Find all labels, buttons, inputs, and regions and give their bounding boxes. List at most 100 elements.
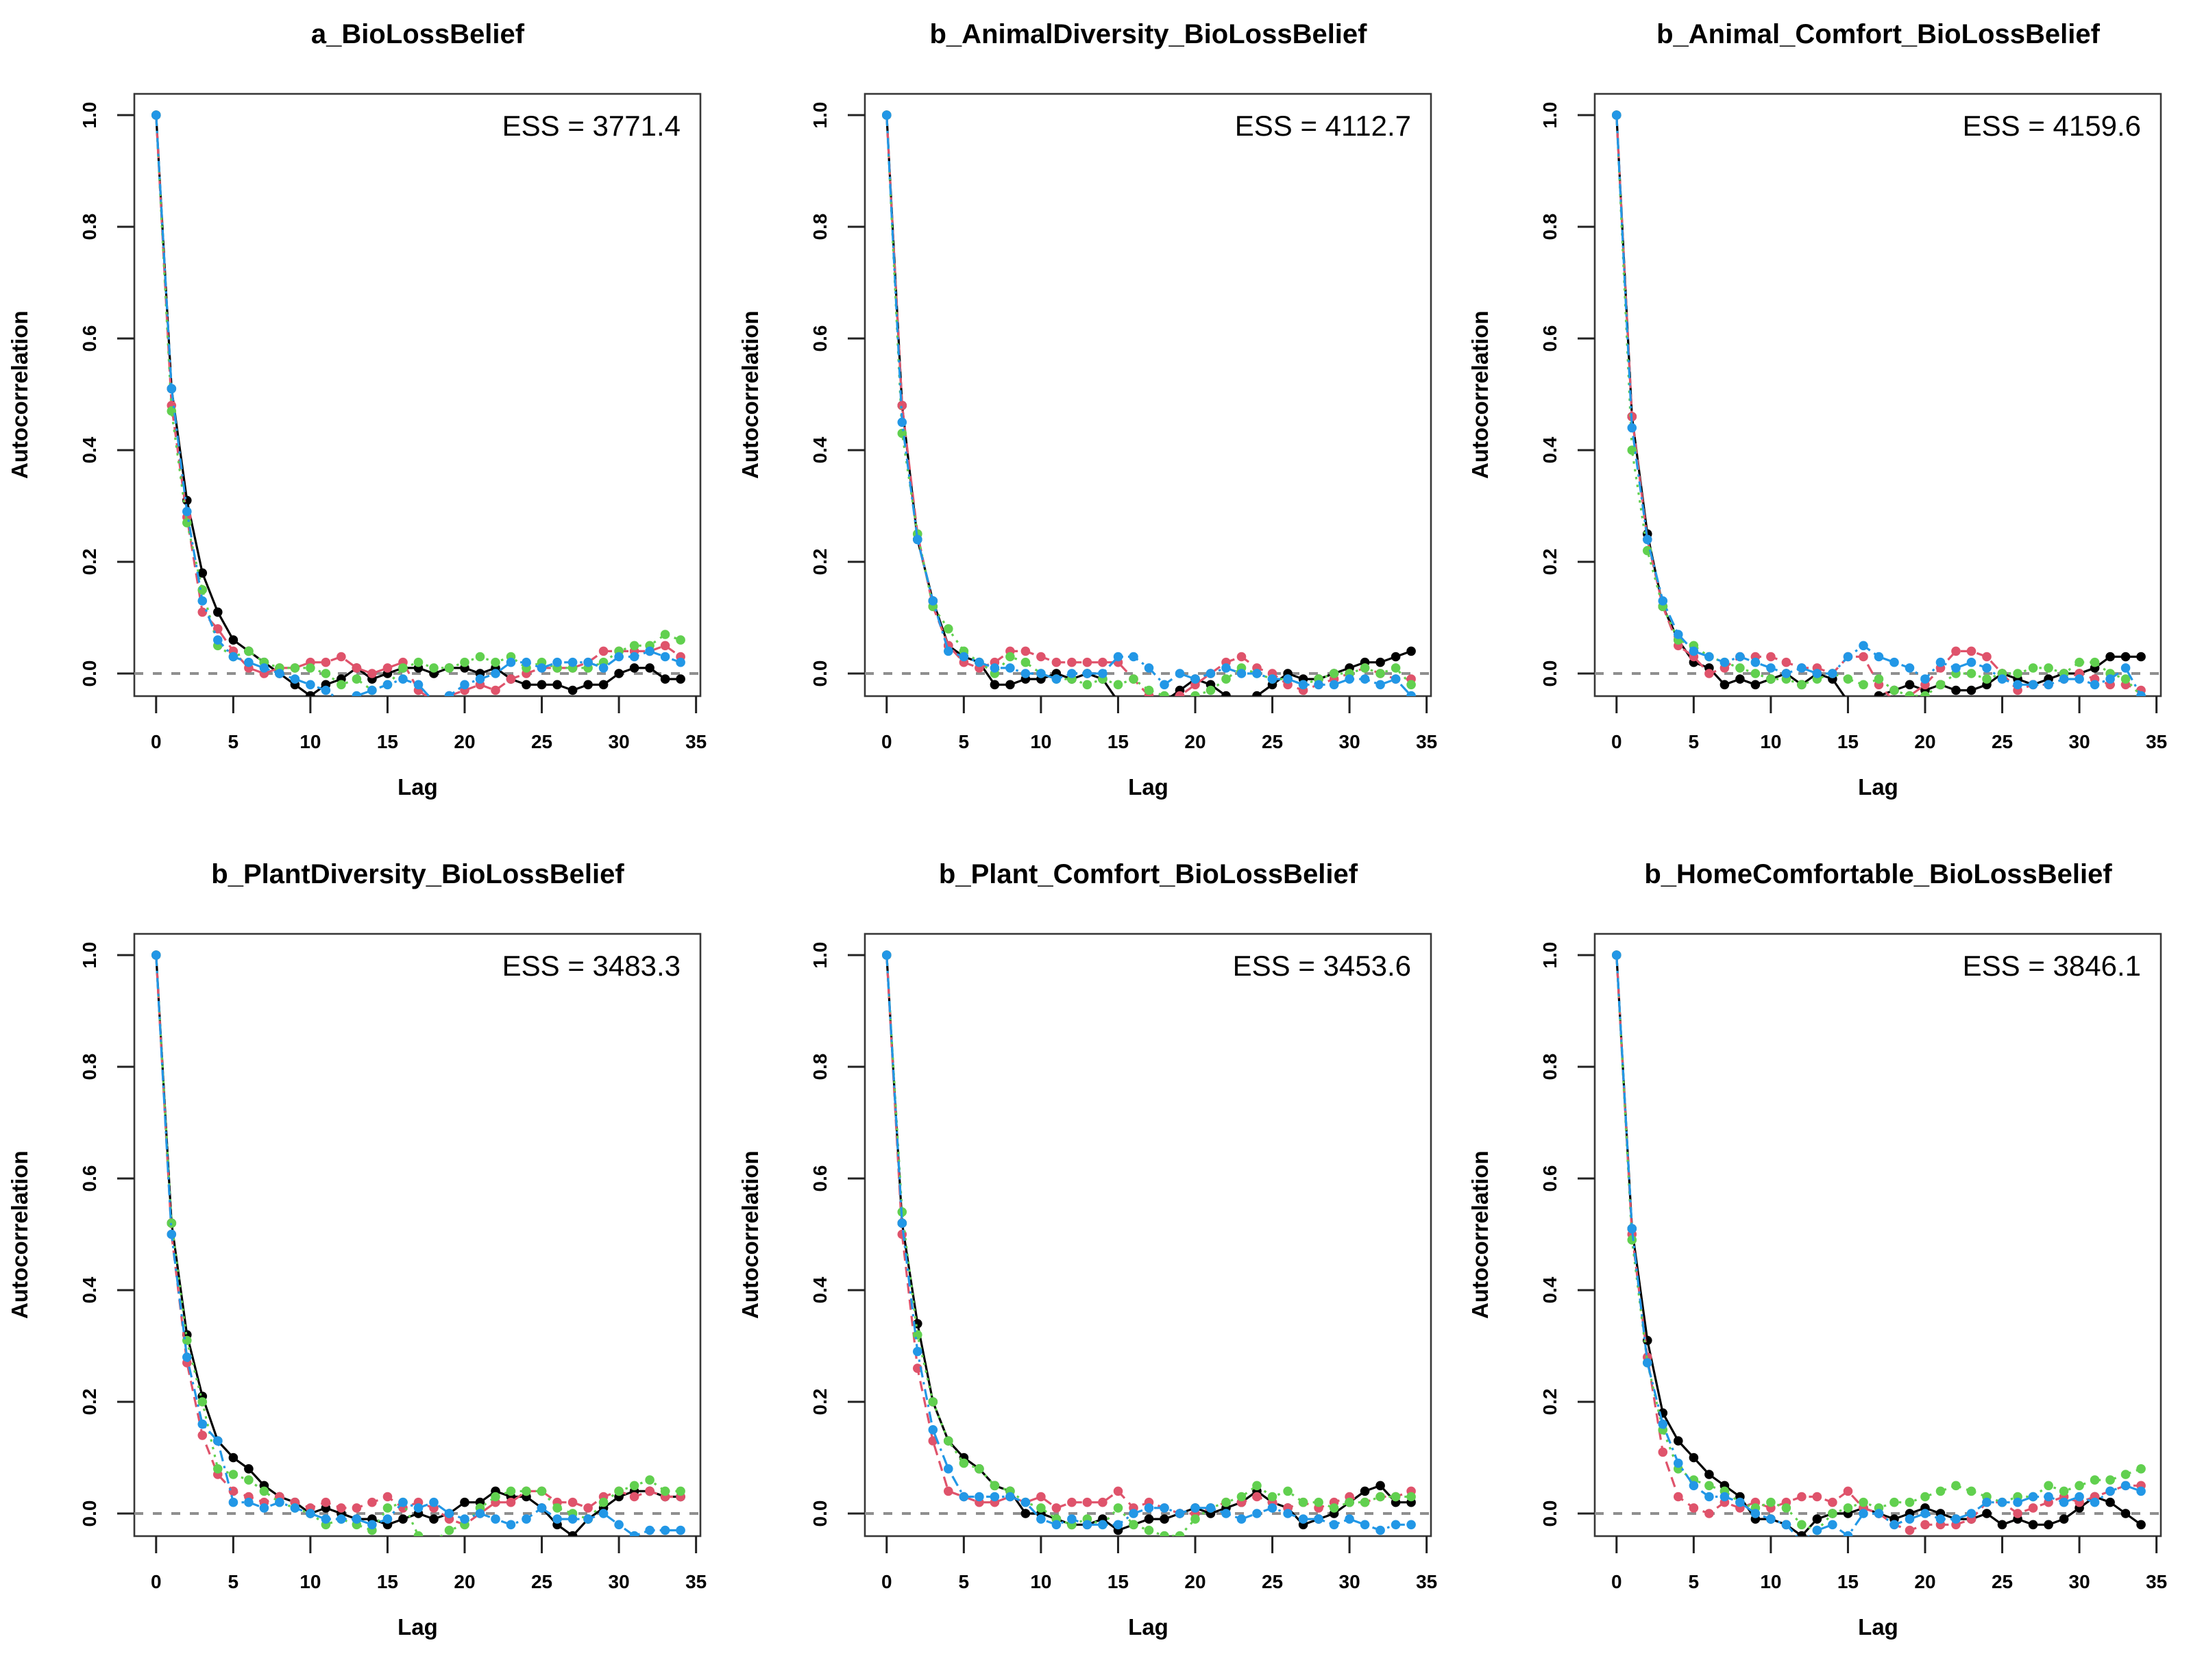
acf-point bbox=[1036, 1503, 1046, 1513]
acf-point bbox=[959, 1492, 969, 1502]
acf-point bbox=[2044, 1520, 2053, 1530]
acf-point bbox=[1129, 697, 1138, 706]
x-tick-label: 15 bbox=[1837, 731, 1859, 752]
acf-point bbox=[506, 1486, 516, 1496]
acf-point bbox=[2044, 663, 2053, 673]
acf-point bbox=[1082, 669, 1092, 678]
acf-point bbox=[1329, 669, 1339, 678]
acf-point bbox=[1689, 1503, 1699, 1513]
acf-line-chain-1 bbox=[1615, 114, 2142, 696]
acf-point bbox=[1719, 657, 1730, 667]
acf-point bbox=[583, 680, 593, 690]
acf-point bbox=[1113, 652, 1123, 662]
acf-point bbox=[182, 518, 192, 528]
acf-point bbox=[614, 1520, 624, 1530]
acf-point bbox=[1735, 652, 1745, 662]
x-tick-label: 30 bbox=[609, 1571, 630, 1592]
acf-point bbox=[398, 663, 408, 673]
acf-point bbox=[598, 663, 609, 673]
acf-point bbox=[1036, 1492, 1046, 1502]
x-tick-label: 15 bbox=[1837, 1571, 1859, 1592]
acf-point bbox=[975, 1492, 984, 1502]
acf-point bbox=[1935, 1486, 1946, 1496]
acf-point bbox=[2013, 680, 2022, 690]
x-tick-label: 10 bbox=[1030, 731, 1051, 752]
acf-point bbox=[567, 685, 578, 695]
acf-point bbox=[506, 1497, 516, 1507]
acf-point bbox=[1406, 646, 1416, 656]
acf-point bbox=[1237, 697, 1247, 706]
acf-point bbox=[2028, 1492, 2038, 1502]
y-tick-label: 0.2 bbox=[1539, 549, 1560, 576]
acf-point bbox=[2136, 1520, 2146, 1530]
acf-point bbox=[1797, 1537, 1807, 1546]
acf-point bbox=[306, 680, 315, 690]
acf-point bbox=[1252, 1481, 1262, 1491]
x-tick-label: 0 bbox=[1611, 1571, 1622, 1592]
acf-point bbox=[676, 1486, 685, 1496]
acf-plot-canvas: 0.0 0.2 0.4 0.6 0.8 1.0 0 5 10 15 20 25 30 35 bbox=[1539, 92, 2167, 752]
acf-point bbox=[1175, 1509, 1185, 1518]
acf-point bbox=[567, 657, 578, 667]
acf-point bbox=[1391, 674, 1401, 684]
acf-point bbox=[990, 680, 1000, 690]
acf-point bbox=[197, 607, 208, 617]
acf-point bbox=[1375, 680, 1385, 690]
acf-point bbox=[1144, 1514, 1154, 1524]
acf-plot-canvas: 0.0 0.2 0.4 0.6 0.8 1.0 0 5 10 15 20 25 30 35 bbox=[79, 92, 707, 752]
acf-plot-canvas: 0.0 0.2 0.4 0.6 0.8 1.0 0 5 10 15 20 25 30 35 bbox=[809, 932, 1437, 1592]
acf-point bbox=[1812, 1514, 1822, 1524]
ess-annotation: ESS = 4159.6 bbox=[1962, 110, 2141, 142]
acf-point bbox=[1704, 1509, 1714, 1518]
acf-plot-canvas: 0.0 0.2 0.4 0.6 0.8 1.0 0 5 10 15 20 25 30 35 bbox=[809, 92, 1437, 752]
acf-point bbox=[660, 652, 670, 662]
acf-point bbox=[990, 663, 1000, 673]
acf-point bbox=[244, 1497, 254, 1507]
acf-point bbox=[228, 652, 238, 662]
acf-line-chain-4 bbox=[885, 114, 1412, 696]
acf-point bbox=[1843, 1531, 1853, 1536]
acf-point bbox=[1221, 1509, 1231, 1518]
acf-point bbox=[1082, 1520, 1092, 1530]
acf-line-chain-2 bbox=[1615, 954, 2142, 1532]
acf-point bbox=[1920, 1509, 1930, 1518]
acf-point bbox=[1966, 657, 1976, 667]
acf-point bbox=[1375, 657, 1385, 667]
acf-points-chain-2 bbox=[882, 950, 1416, 1518]
acf-points-chain-2 bbox=[882, 110, 1416, 696]
x-tick-label: 0 bbox=[881, 731, 892, 752]
acf-point bbox=[1375, 1481, 1385, 1491]
acf-panel-5: b_Plant_Comfort_BioLossBelief ESS = 3453… bbox=[731, 840, 1461, 1680]
acf-point bbox=[990, 1492, 1000, 1502]
acf-point bbox=[197, 1397, 208, 1407]
acf-point bbox=[213, 607, 223, 617]
acf-point bbox=[197, 1431, 208, 1440]
acf-point bbox=[1859, 1497, 1868, 1507]
acf-point bbox=[1082, 657, 1092, 667]
acf-point bbox=[1843, 1486, 1853, 1496]
x-tick-label: 10 bbox=[299, 1571, 321, 1592]
acf-point bbox=[151, 950, 161, 960]
acf-line-chain-3 bbox=[155, 114, 681, 692]
acf-points-chain-3 bbox=[1612, 110, 2146, 696]
acf-point bbox=[429, 1537, 439, 1546]
acf-point bbox=[2120, 1509, 2131, 1518]
acf-point bbox=[2120, 674, 2131, 684]
acf-point bbox=[1067, 1514, 1077, 1524]
acf-point bbox=[676, 657, 685, 667]
acf-point bbox=[975, 1464, 984, 1474]
acf-point bbox=[944, 1486, 953, 1496]
acf-point bbox=[1160, 1514, 1169, 1524]
acf-point bbox=[306, 663, 315, 673]
acf-point bbox=[522, 657, 531, 667]
acf-point bbox=[1236, 669, 1247, 678]
acf-point bbox=[1843, 652, 1853, 662]
acf-point bbox=[1067, 1497, 1077, 1507]
acf-point bbox=[2028, 663, 2038, 673]
acf-point bbox=[660, 630, 670, 639]
acf-point bbox=[897, 428, 907, 438]
acf-point bbox=[1951, 1514, 1961, 1524]
y-tick-label: 0.2 bbox=[79, 1389, 100, 1416]
acf-point bbox=[2120, 652, 2131, 662]
acf-point bbox=[1750, 657, 1761, 667]
